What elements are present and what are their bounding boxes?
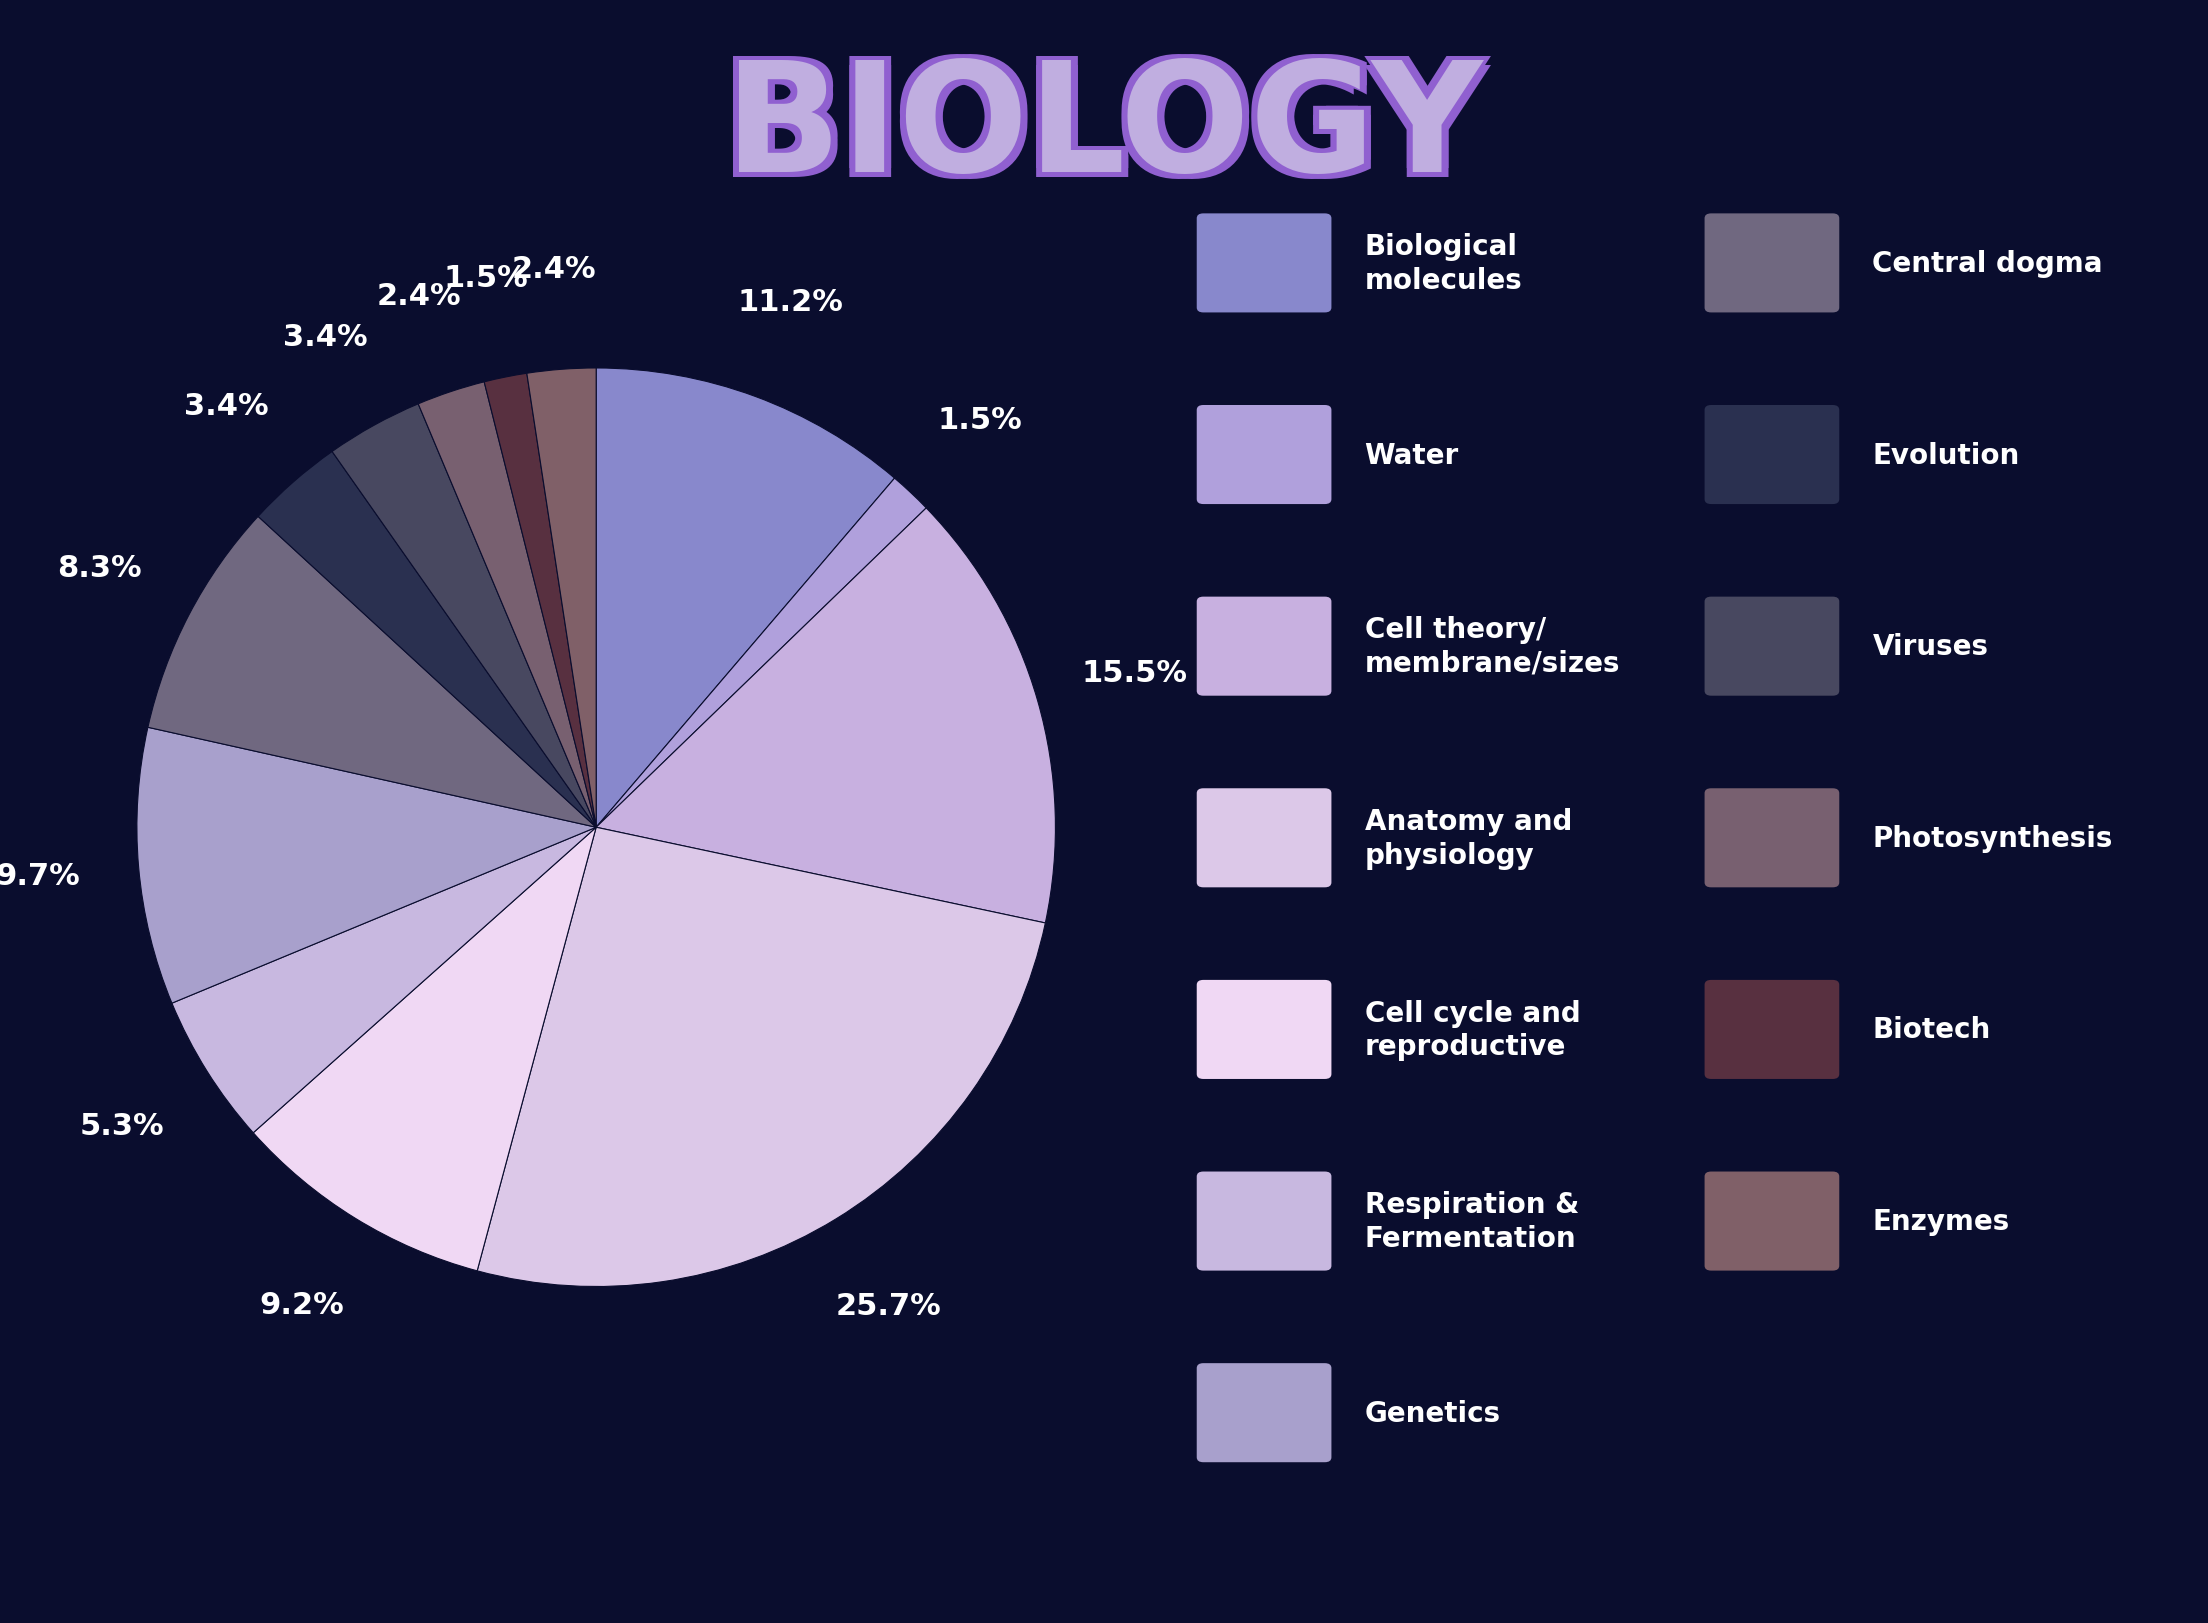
Text: BIOLOGY: BIOLOGY (718, 60, 1477, 209)
Text: 11.2%: 11.2% (737, 287, 843, 316)
Text: Central dogma: Central dogma (1872, 250, 2102, 278)
Text: 1.5%: 1.5% (938, 406, 1022, 435)
Wedge shape (417, 383, 596, 828)
Text: Evolution: Evolution (1872, 441, 2020, 469)
Text: 5.3%: 5.3% (79, 1110, 163, 1139)
Text: Biotech: Biotech (1872, 1016, 1992, 1044)
Wedge shape (137, 727, 596, 1003)
Text: 2.4%: 2.4% (512, 255, 596, 284)
Text: Viruses: Viruses (1872, 633, 1989, 661)
Text: BIOLOGY: BIOLOGY (718, 50, 1477, 200)
Wedge shape (477, 828, 1044, 1287)
Text: 2.4%: 2.4% (378, 282, 461, 312)
Text: 3.4%: 3.4% (185, 393, 269, 422)
Wedge shape (258, 453, 596, 828)
Text: Cell theory/
membrane/sizes: Cell theory/ membrane/sizes (1365, 617, 1621, 677)
Wedge shape (254, 828, 596, 1271)
Text: 3.4%: 3.4% (283, 323, 367, 352)
Text: Biological
molecules: Biological molecules (1365, 234, 1521, 294)
Text: BIOLOGY: BIOLOGY (731, 50, 1490, 200)
Text: Enzymes: Enzymes (1872, 1208, 2009, 1235)
Text: Genetics: Genetics (1365, 1399, 1501, 1427)
Wedge shape (172, 828, 596, 1133)
Text: 1.5%: 1.5% (444, 265, 528, 294)
Text: 25.7%: 25.7% (837, 1290, 941, 1319)
Text: 15.5%: 15.5% (1082, 659, 1188, 688)
Wedge shape (331, 404, 596, 828)
Text: BIOLOGY: BIOLOGY (731, 60, 1490, 209)
Text: Photosynthesis: Photosynthesis (1872, 824, 2113, 852)
Wedge shape (484, 373, 596, 828)
Text: 9.2%: 9.2% (261, 1290, 344, 1319)
Wedge shape (148, 518, 596, 828)
Text: Respiration &
Fermentation: Respiration & Fermentation (1365, 1191, 1579, 1251)
Wedge shape (596, 368, 894, 828)
Text: Water: Water (1365, 441, 1459, 469)
Wedge shape (528, 368, 596, 828)
Text: Anatomy and
physiology: Anatomy and physiology (1365, 808, 1572, 868)
Text: 9.7%: 9.7% (0, 862, 79, 891)
Text: Cell cycle and
reproductive: Cell cycle and reproductive (1365, 1000, 1581, 1060)
Text: BIOLOGY: BIOLOGY (724, 55, 1484, 204)
Wedge shape (596, 479, 925, 828)
Wedge shape (596, 508, 1055, 923)
Text: 8.3%: 8.3% (57, 553, 141, 583)
